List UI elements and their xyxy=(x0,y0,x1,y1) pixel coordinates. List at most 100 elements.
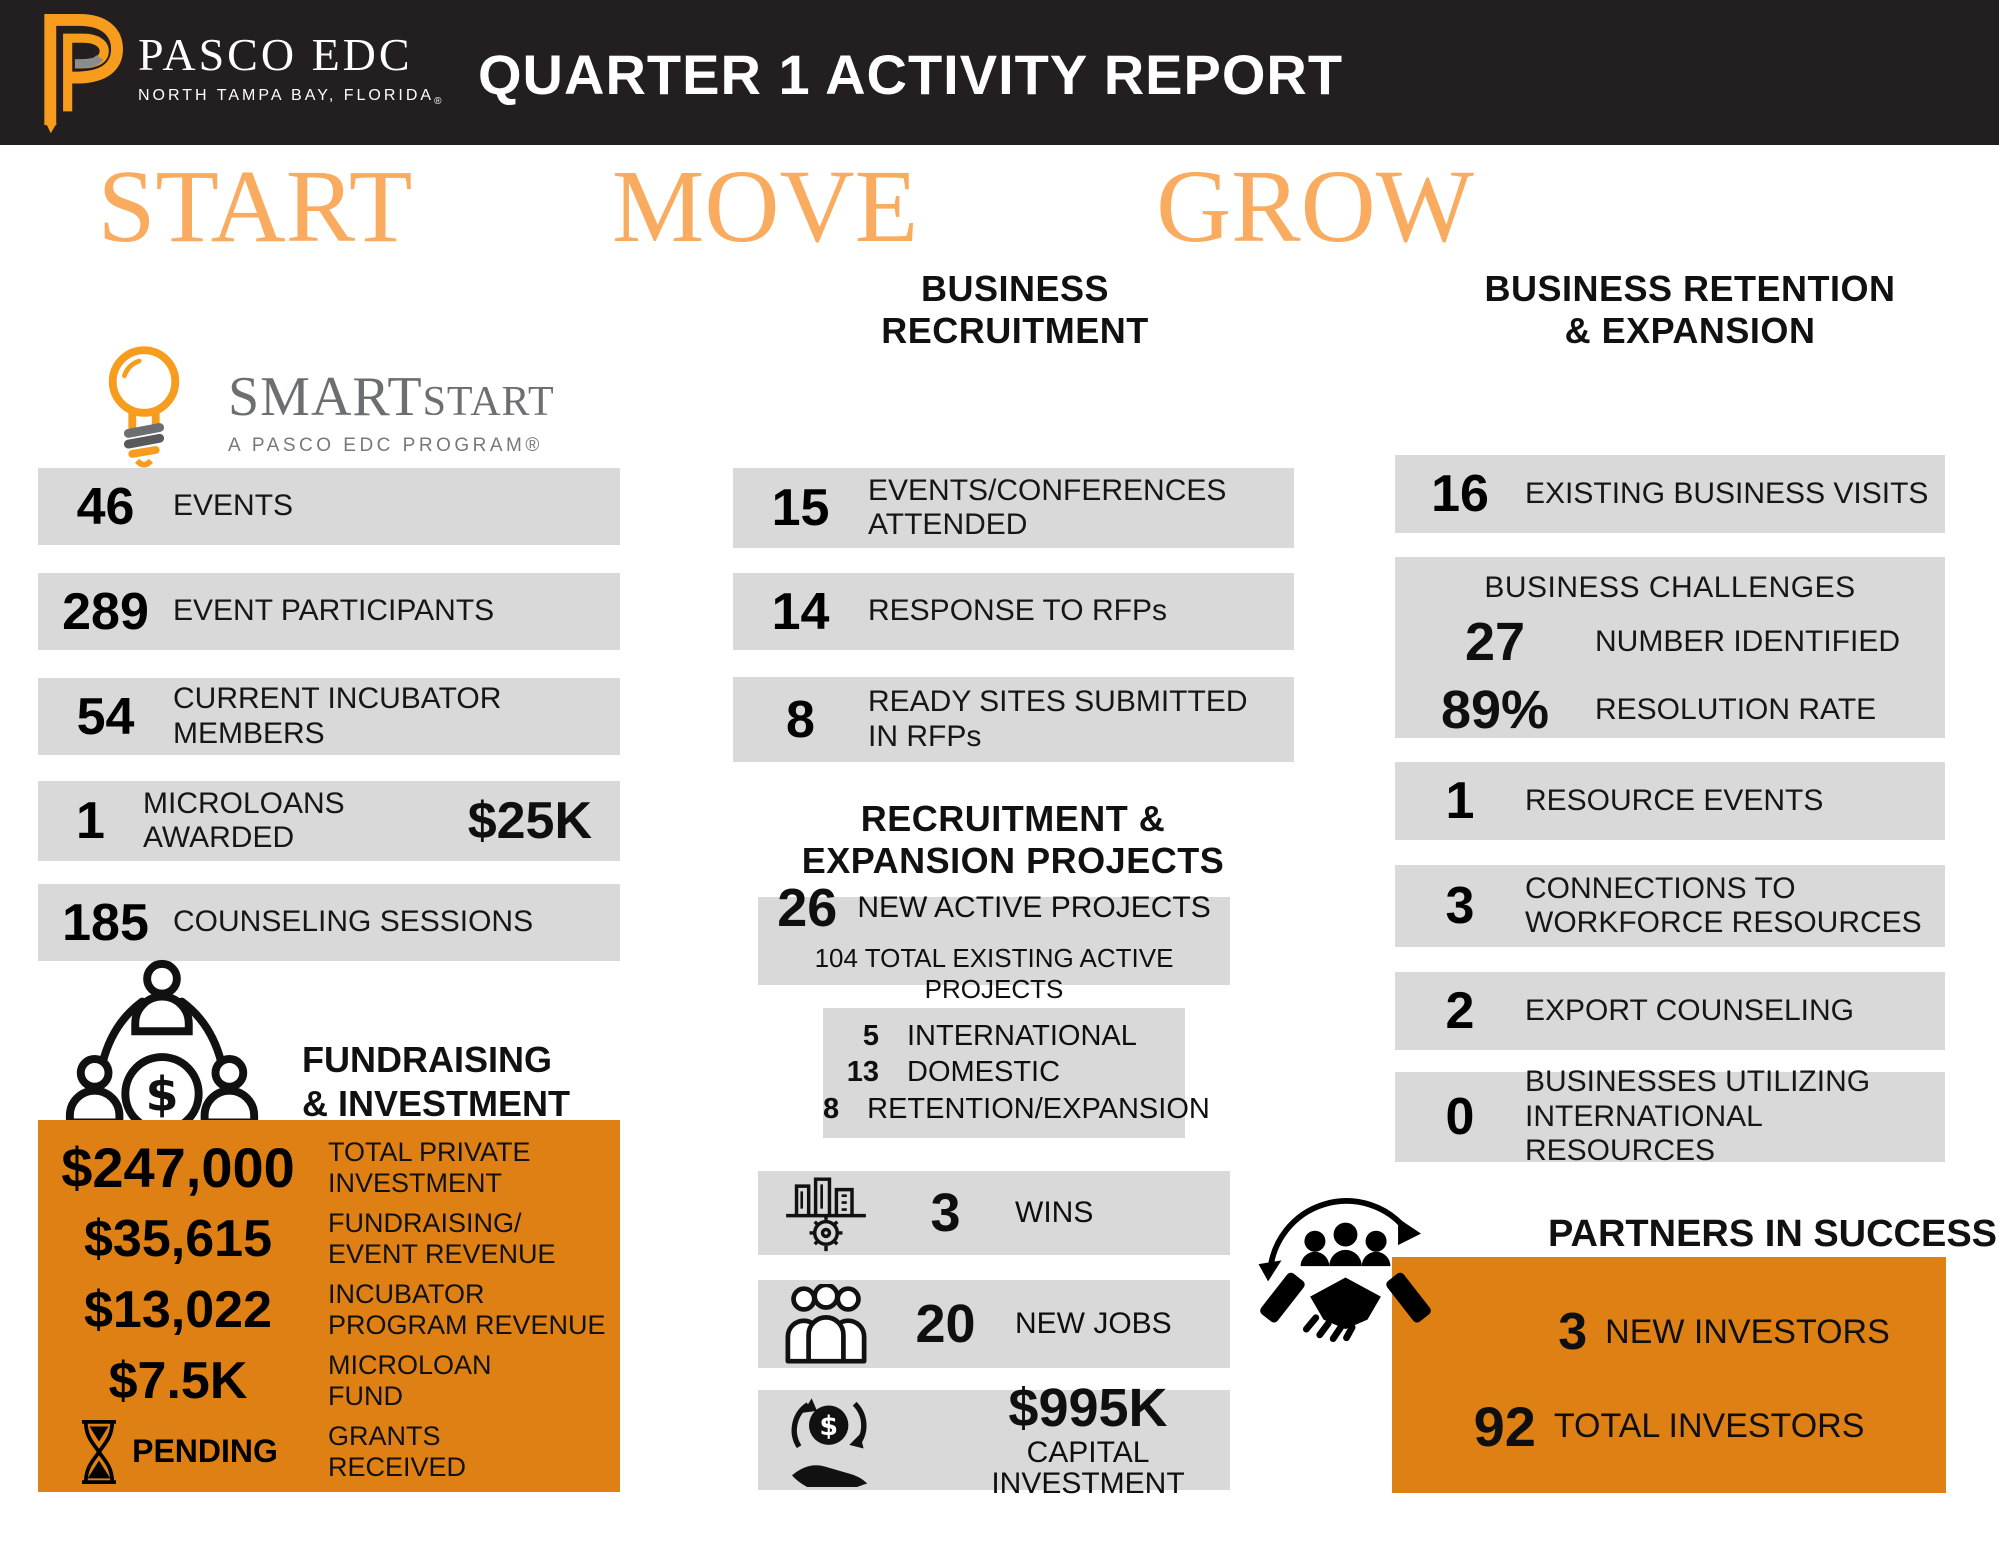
wins-value: 3 xyxy=(930,1183,961,1243)
brand-tagline: NORTH TAMPA BAY, FLORIDA® xyxy=(138,87,445,108)
new-investors-label: NEW INVESTORS xyxy=(1605,1312,1890,1351)
stat-label: EVENTS/CONFERENCES ATTENDED xyxy=(868,473,1227,542)
registered-mark: ® xyxy=(434,96,445,108)
resolution-label: RESOLUTION RATE xyxy=(1595,693,1877,726)
city-gear-icon xyxy=(776,1174,876,1252)
move-row-events: 15 EVENTS/CONFERENCES ATTENDED xyxy=(733,468,1294,548)
header-bar: PASCO EDC NORTH TAMPA BAY, FLORIDA® QUAR… xyxy=(0,0,1999,145)
grow-row-resource-events: 1 RESOURCE EVENTS xyxy=(1395,762,1945,840)
breakdown-value: 5 xyxy=(862,1019,879,1052)
smartstart-tagline: A PASCO EDC PROGRAM® xyxy=(228,435,543,456)
capital-value: $995K xyxy=(1008,1378,1168,1439)
page-title: QUARTER 1 ACTIVITY REPORT xyxy=(478,43,1344,106)
projects-label: NEW ACTIVE PROJECTS xyxy=(857,891,1211,924)
stat-value: 16 xyxy=(1431,465,1489,523)
brand-block: PASCO EDC NORTH TAMPA BAY, FLORIDA® xyxy=(138,28,444,107)
projects-value: 26 xyxy=(777,878,838,938)
stat-value: 14 xyxy=(771,582,830,641)
total-investors-value: 92 xyxy=(1473,1395,1536,1458)
projects-breakdown-box: 5 INTERNATIONAL 13 DOMESTIC 8 RETENTION/… xyxy=(823,1008,1210,1138)
investment-value: $7.5K xyxy=(108,1351,248,1410)
new-jobs-row: 20 NEW JOBS xyxy=(758,1280,1230,1368)
partners-box: 3 NEW INVESTORS 92 TOTAL INVESTORS xyxy=(1392,1257,1946,1493)
start-row-microloans: 1 MICROLOANS AWARDED $25K xyxy=(38,781,620,861)
stat-label: EVENT PARTICIPANTS xyxy=(173,594,495,628)
pending-value: PENDING xyxy=(38,1419,318,1485)
stat-label: COUNSELING SESSIONS xyxy=(173,905,534,939)
stat-value: 1 xyxy=(76,792,105,850)
stat-value: 185 xyxy=(62,893,149,952)
people-group-icon xyxy=(776,1284,876,1364)
stat-value: 15 xyxy=(771,479,830,537)
stat-value: 2 xyxy=(1445,982,1475,1040)
business-challenges-box: BUSINESS CHALLENGES 27 NUMBER IDENTIFIED… xyxy=(1395,557,1945,741)
stat-value: 289 xyxy=(62,582,149,641)
stat-label: EVENTS xyxy=(173,489,294,523)
business-recruitment-heading: BUSINESS RECRUITMENT xyxy=(881,268,1149,352)
partners-in-success-heading: PARTNERS IN SUCCESS xyxy=(1548,1213,1998,1255)
new-jobs-label: NEW JOBS xyxy=(1015,1307,1172,1340)
grow-heading: GROW xyxy=(1156,149,1474,264)
stat-label: EXISTING BUSINESS VISITS xyxy=(1525,476,1929,510)
breakdown-label: DOMESTIC xyxy=(907,1056,1061,1089)
active-projects-row: 26 NEW ACTIVE PROJECTS xyxy=(758,877,1230,939)
investment-value: $247,000 xyxy=(61,1136,295,1199)
breakdown-row: 5 INTERNATIONAL xyxy=(823,1020,1185,1053)
fundraising-box: $247,000 TOTAL PRIVATE INVESTMENT $35,61… xyxy=(38,1120,620,1492)
active-projects-box: 26 NEW ACTIVE PROJECTS 104 TOTAL EXISTIN… xyxy=(758,878,1230,1004)
microloan-amount: $25K xyxy=(467,792,592,850)
stat-label: CURRENT INCUBATOR MEMBERS xyxy=(173,682,502,750)
resolution-value: 89% xyxy=(1440,680,1550,740)
brand-name: PASCO EDC xyxy=(138,29,413,80)
new-investors-value: 3 xyxy=(1558,1303,1588,1361)
move-row-ready-sites: 8 READY SITES SUBMITTED IN RFPs xyxy=(733,677,1294,762)
start-row-incubator: 54 CURRENT INCUBATOR MEMBERS xyxy=(38,678,620,755)
start-row-events: 46 EVENTS xyxy=(38,468,620,545)
capital-label: CAPITAL INVESTMENT xyxy=(991,1435,1185,1501)
total-investors-row: 92 TOTAL INVESTORS xyxy=(1392,1394,1946,1459)
recruitment-expansion-heading: RECRUITMENT & EXPANSION PROJECTS xyxy=(801,798,1225,882)
stat-value: 8 xyxy=(786,690,815,749)
stat-value: 54 xyxy=(76,687,135,746)
projects-subtext: 104 TOTAL EXISTING ACTIVE PROJECTS xyxy=(814,943,1174,1004)
start-row-counseling: 185 COUNSELING SESSIONS xyxy=(38,884,620,961)
investment-row: $13,022 INCUBATOR PROGRAM REVENUE xyxy=(38,1274,620,1345)
smartstart-logo: SMARTSTART A PASCO EDC PROGRAM® xyxy=(228,365,555,457)
stat-label: RESPONSE TO RFPs xyxy=(868,594,1167,628)
investment-label: TOTAL PRIVATE INVESTMENT xyxy=(328,1137,531,1198)
investment-label: MICROLOAN FUND xyxy=(328,1350,492,1411)
partnership-handshake-icon xyxy=(1258,1198,1431,1343)
capital-investment-row: $ $995K CAPITAL INVESTMENT xyxy=(758,1380,1230,1500)
svg-text:$: $ xyxy=(819,1411,838,1442)
new-investors-row: 3 NEW INVESTORS xyxy=(1392,1302,1946,1362)
investment-label: GRANTS RECEIVED xyxy=(328,1421,467,1482)
breakdown-label: RETENTION/EXPANSION xyxy=(867,1093,1210,1126)
investment-row-pending: PENDING GRANTS RECEIVED xyxy=(38,1416,620,1487)
grow-row-international: 0 BUSINESSES UTILIZING INTERNATIONAL RES… xyxy=(1395,1065,1945,1167)
stat-value: 0 xyxy=(1445,1088,1475,1146)
investment-value: $13,022 xyxy=(84,1280,272,1339)
business-retention-heading: BUSINESS RETENTION & EXPANSION xyxy=(1484,268,1896,352)
lightbulb-icon xyxy=(108,346,180,468)
identified-value: 27 xyxy=(1464,612,1526,672)
stat-label: MICROLOANS AWARDED xyxy=(143,786,345,855)
new-jobs-value: 20 xyxy=(915,1294,976,1354)
hourglass-icon xyxy=(82,1419,117,1484)
breakdown-value: 13 xyxy=(846,1056,879,1089)
start-heading: START xyxy=(97,149,413,264)
investment-label: INCUBATOR PROGRAM REVENUE xyxy=(328,1279,606,1340)
stat-label: READY SITES SUBMITTED IN RFPs xyxy=(868,685,1248,753)
pasco-edc-logo-icon xyxy=(44,13,123,134)
breakdown-label: INTERNATIONAL xyxy=(907,1019,1137,1052)
move-row-rfps: 14 RESPONSE TO RFPs xyxy=(733,573,1294,650)
grow-row-export: 2 EXPORT COUNSELING xyxy=(1395,972,1945,1050)
challenges-resolution-row: 89% RESOLUTION RATE xyxy=(1395,679,1945,741)
wins-row: 3 WINS xyxy=(758,1171,1230,1255)
breakdown-row: 8 RETENTION/EXPANSION xyxy=(823,1093,1210,1126)
move-heading: MOVE xyxy=(611,149,919,264)
investment-row: $247,000 TOTAL PRIVATE INVESTMENT xyxy=(38,1132,620,1203)
investment-row: $7.5K MICROLOAN FUND xyxy=(38,1345,620,1416)
investment-row: $35,615 FUNDRAISING/ EVENT REVENUE xyxy=(38,1203,620,1274)
identified-label: NUMBER IDENTIFIED xyxy=(1595,625,1901,658)
stat-label: CONNECTIONS TO WORKFORCE RESOURCES xyxy=(1525,871,1922,940)
